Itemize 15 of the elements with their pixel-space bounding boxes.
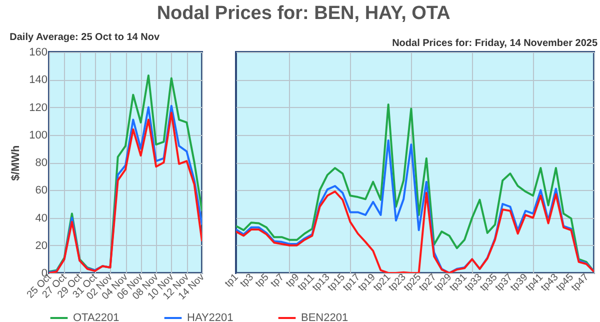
legend-label: BEN2201 bbox=[301, 312, 348, 322]
legend-label: HAY2201 bbox=[187, 312, 234, 322]
y-tick-label: 60 bbox=[35, 184, 48, 197]
y-tick-label: 160 bbox=[29, 46, 48, 58]
y-tick-label: 20 bbox=[35, 240, 48, 252]
y-tick-label: 100 bbox=[29, 129, 48, 142]
y-tick-label: 40 bbox=[35, 212, 48, 224]
y-tick-label: 80 bbox=[35, 157, 48, 169]
chart-subtitle: Daily Average: 25 Oct to 14 Nov bbox=[10, 32, 160, 43]
chart-subtitle: Nodal Prices for: Friday, 14 November 2025 bbox=[392, 38, 598, 49]
y-axis-title: $/MWh bbox=[10, 145, 22, 181]
y-tick-label: 120 bbox=[29, 102, 48, 114]
text: Nodal Prices for: BEN, HAY, OTA bbox=[156, 3, 451, 24]
y-tick-label: 140 bbox=[29, 74, 48, 86]
legend-label: OTA2201 bbox=[73, 312, 120, 322]
